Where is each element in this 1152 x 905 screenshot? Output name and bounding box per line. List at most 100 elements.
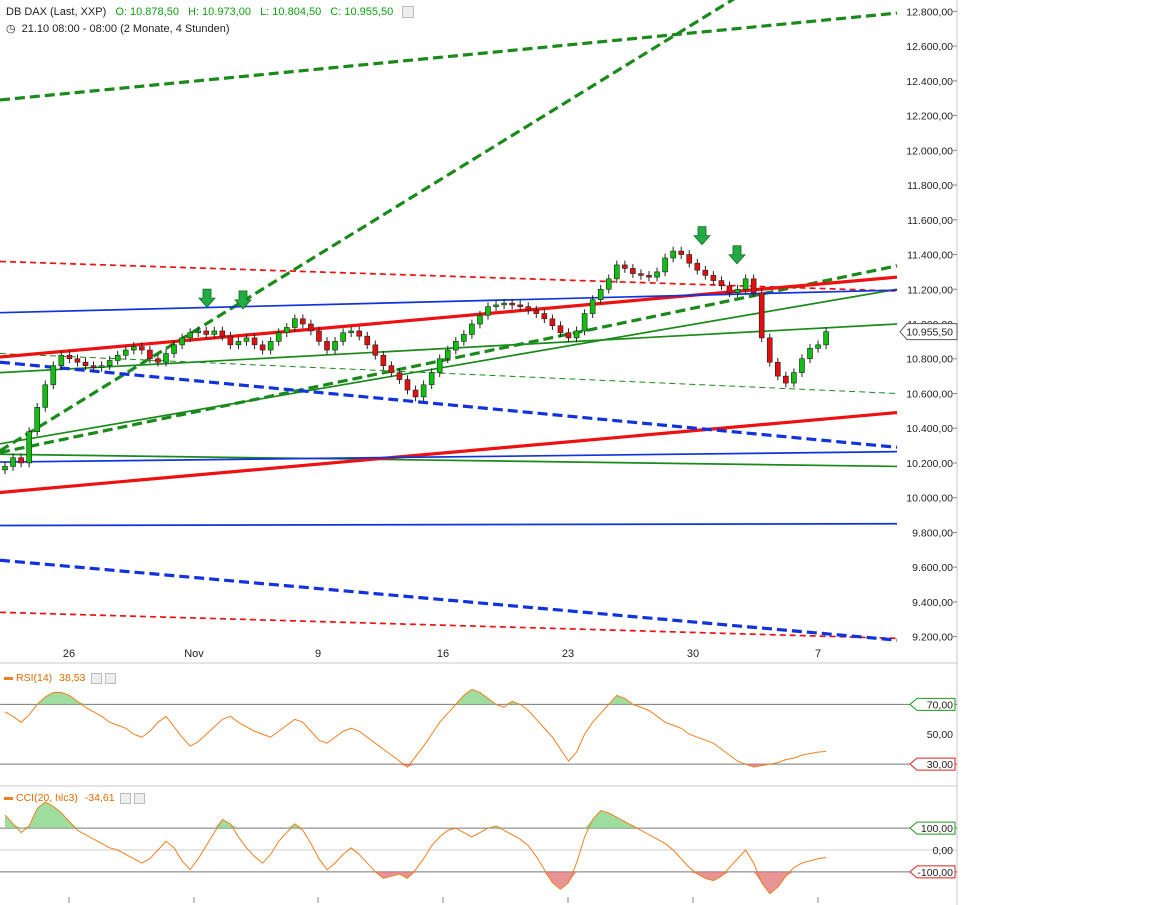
rsi-settings-icon[interactable]: [91, 672, 103, 684]
trend-line-green: [0, 323, 898, 374]
trend-lines: [0, 0, 898, 642]
candle-up: [501, 302, 507, 306]
candle-up: [171, 344, 177, 354]
y-tick-label: 9.200,00: [912, 632, 953, 644]
y-tick-label: 12.600,00: [906, 41, 953, 53]
candle-up: [742, 278, 749, 290]
cci-name: CCI(20, hlc3): [16, 792, 78, 804]
candle-up: [10, 457, 16, 467]
y-tick-label: 10.000,00: [906, 493, 953, 505]
osc-line: [4, 688, 827, 768]
osc-level-box: [909, 697, 956, 711]
high-value: H: 10.973,00: [188, 6, 251, 18]
y-tick-label: 9.600,00: [912, 562, 953, 574]
candle-down: [380, 354, 387, 366]
candle-up: [50, 365, 57, 386]
cci-settings-icon[interactable]: [120, 792, 132, 804]
candle-up: [444, 349, 451, 360]
last-price-label: 10.955,50: [906, 327, 953, 339]
osc-level-label: 70,00: [927, 699, 953, 711]
trend-line-green: [0, 0, 736, 453]
candle-up: [34, 407, 41, 432]
rsi-close-icon[interactable]: [105, 672, 117, 684]
signal-arrow-icon: [234, 290, 252, 310]
candle-up: [131, 346, 137, 351]
candle-up: [122, 349, 129, 356]
candle-up: [179, 337, 185, 346]
candles: [2, 246, 829, 475]
candle-down: [316, 330, 322, 342]
osc-level-label: 30,00: [927, 759, 953, 771]
trend-line-red: [0, 611, 898, 640]
candle-up: [799, 358, 805, 373]
candle-down: [74, 358, 81, 363]
candle-down: [155, 358, 161, 363]
rsi-name: RSI(14): [16, 672, 53, 684]
osc-level-label: 100,00: [921, 823, 953, 835]
candle-down: [557, 325, 564, 333]
candle-down: [509, 302, 515, 306]
x-tick-label: 26: [63, 648, 75, 660]
last-price-box: [899, 323, 958, 341]
osc-level-box: [909, 757, 956, 771]
range-row: ◷ 21.10 08:00 - 08:00 (2 Monate, 4 Stunde…: [6, 22, 236, 35]
candle-down: [549, 318, 556, 327]
osc-level-label: -100,00: [917, 867, 953, 879]
candle-down: [364, 335, 371, 346]
y-tick-label: 12.200,00: [906, 111, 953, 123]
candle-up: [58, 354, 65, 366]
candle-down: [766, 337, 773, 363]
symbol-label: DB DAX (Last, XXP): [6, 6, 107, 18]
trend-line-green: [0, 453, 898, 468]
low-value: L: 10.804,50: [260, 6, 322, 18]
cci-close-icon[interactable]: [134, 792, 146, 804]
candle-down: [388, 365, 395, 373]
candle-down: [18, 457, 24, 464]
candle-up: [589, 299, 596, 314]
candle-down: [90, 365, 97, 368]
trend-line-blue: [0, 450, 898, 463]
signal-arrow-icon: [693, 226, 711, 246]
candle-down: [517, 304, 524, 307]
cci-value: -34,61: [84, 792, 115, 804]
candle-down: [372, 344, 379, 356]
cci-title: CCI(20, hlc3) -34,61: [4, 792, 146, 804]
candle-down: [139, 346, 145, 351]
trend-line-blue: [0, 360, 898, 449]
candle-up: [734, 288, 741, 294]
candle-up: [42, 384, 49, 408]
osc-overbought-fill: [5, 802, 827, 829]
candle-down: [525, 306, 532, 311]
candle-down: [750, 278, 757, 294]
candle-up: [211, 330, 218, 335]
candle-down: [710, 275, 717, 281]
trend-line-red: [0, 410, 898, 495]
candle-down: [203, 330, 210, 335]
osc-oversold-fill: [5, 871, 827, 894]
x-tick-label: 16: [437, 648, 449, 660]
candle-up: [485, 306, 491, 316]
candle-up: [98, 365, 105, 368]
trend-line-blue: [0, 522, 898, 527]
candle-down: [404, 379, 411, 391]
candle-up: [662, 257, 668, 273]
candle-down: [630, 268, 636, 274]
cci-panel: 100,00 0,00 -100,00: [0, 801, 957, 895]
candle-down: [774, 361, 781, 377]
trend-line-green: [0, 264, 898, 455]
candle-up: [452, 341, 459, 351]
candle-up: [2, 466, 8, 471]
candle-down: [678, 250, 685, 255]
candle-down: [622, 264, 628, 269]
candle-down: [396, 372, 403, 380]
signal-arrow-icon: [728, 245, 746, 265]
y-tick-label: 9.400,00: [912, 597, 953, 609]
candle-down: [356, 330, 363, 337]
settings-icon[interactable]: [402, 6, 415, 19]
candle-down: [533, 309, 540, 314]
candle-up: [187, 332, 193, 339]
candle-up: [420, 384, 427, 398]
candle-up: [823, 331, 829, 346]
candle-up: [243, 337, 250, 342]
candle-down: [412, 389, 419, 398]
